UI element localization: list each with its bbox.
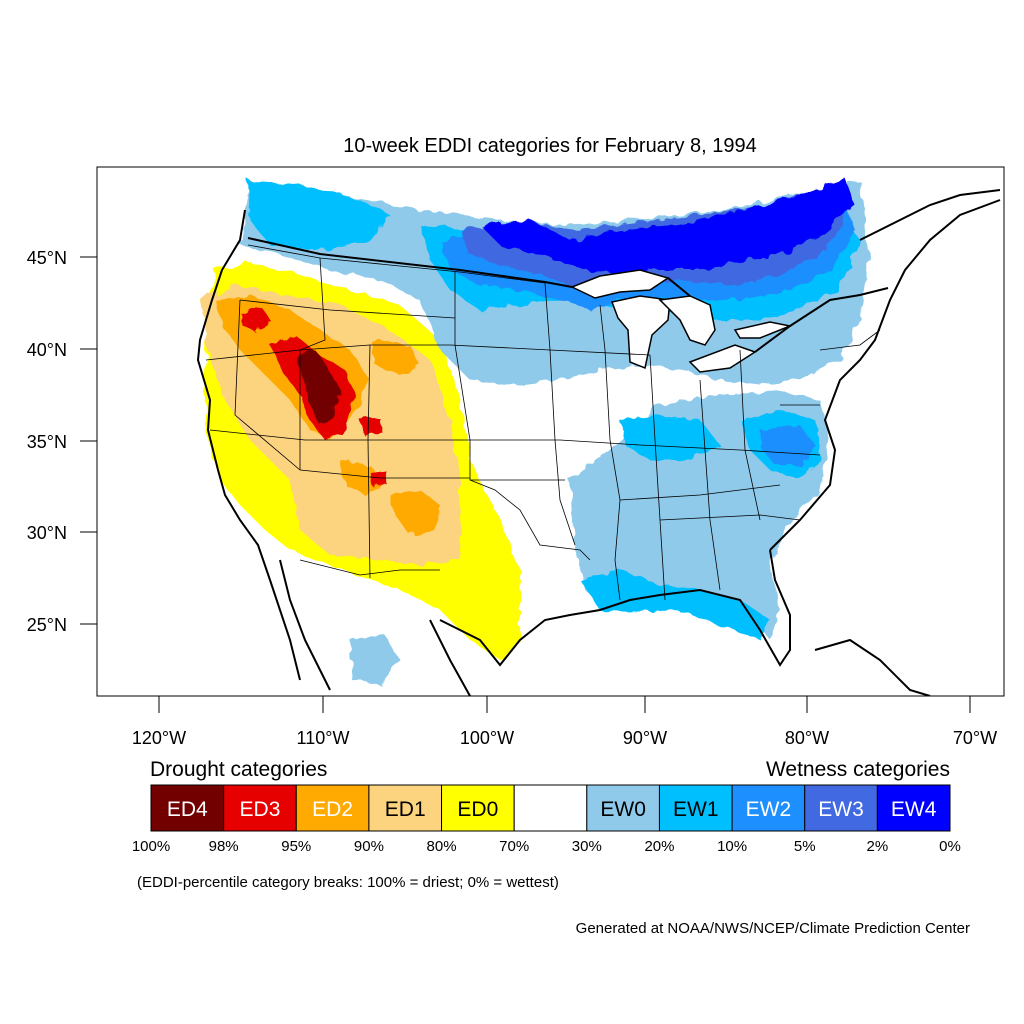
map-area	[196, 178, 1001, 696]
state-boundaries	[205, 244, 881, 601]
credit-line: Generated at NOAA/NWS/NCEP/Climate Predi…	[576, 920, 970, 937]
lon-label-90w: 90°W	[623, 728, 667, 748]
lat-axis	[80, 256, 97, 625]
legend-color-bar: ED4 ED3 ED2 ED1 ED0 EW0 EW1 EW2 EW3 EW4	[150, 784, 951, 832]
patch-ed3-co	[360, 418, 382, 436]
legend-break-label: 100%	[132, 838, 170, 855]
patch-ed3-az	[370, 470, 388, 487]
lat-label-35: 35°N	[27, 432, 67, 452]
legend-swatch-ed4	[150, 784, 225, 832]
patch-ew1-southeast	[580, 570, 770, 640]
patch-ed2-nm	[390, 490, 440, 535]
legend-break-label: 80%	[427, 838, 457, 855]
lon-label-80w: 80°W	[785, 728, 829, 748]
legend-swatch-ew4	[876, 784, 951, 832]
legend-label-ew0: EW0	[600, 798, 646, 821]
legend-swatch-ed0	[441, 784, 515, 832]
legend-break-label: 90%	[354, 838, 384, 855]
legend-label-ew2: EW2	[746, 798, 792, 821]
legend-break-label: 2%	[867, 838, 889, 855]
atlantic-coast	[769, 199, 1001, 551]
legend-break-label: 5%	[794, 838, 816, 855]
lon-label-110w: 110°W	[297, 728, 350, 748]
patch-ed2-co	[370, 340, 420, 375]
patch-ed4-utah	[295, 350, 340, 425]
legend-swatch-ew2	[731, 784, 806, 832]
patch-ed3-oregon	[240, 308, 272, 332]
cuba-coast	[814, 638, 931, 696]
legend-label-ed3: ED3	[240, 798, 281, 821]
legend-swatch-none	[513, 784, 588, 832]
map-border	[96, 166, 1005, 697]
patch-ew1-ohio-valley	[620, 415, 720, 460]
legend-break-label: 98%	[209, 838, 239, 855]
canada-north-coast	[859, 189, 1001, 241]
legend-label-ew1: EW1	[673, 798, 719, 821]
legend-swatch-ed2	[295, 784, 370, 832]
mexico-coast	[279, 559, 471, 696]
legend-break-label: 10%	[717, 838, 747, 855]
legend-wetness-title: Wetness categories	[766, 758, 950, 781]
gulf-coast	[439, 549, 791, 667]
chart-title: 10-week EDDI categories for February 8, …	[343, 135, 757, 157]
legend-note: (EDDI-percentile category breaks: 100% =…	[137, 874, 559, 891]
lon-label-70w: 70°W	[953, 728, 997, 748]
legend-swatch-ed3	[223, 784, 297, 832]
patch-ew0-texas	[350, 635, 400, 685]
lon-label-120w: 120°W	[132, 728, 186, 748]
legend-swatch-ed1	[368, 784, 443, 832]
canada-border	[247, 237, 889, 353]
lat-label-40: 40°N	[27, 340, 67, 360]
legend-drought-title: Drought categories	[150, 758, 327, 781]
lon-label-100w: 100°W	[460, 728, 514, 748]
lat-label-25: 25°N	[27, 615, 67, 635]
legend-label-ed4: ED4	[167, 798, 208, 821]
lat-label-30: 30°N	[27, 523, 67, 543]
great-lakes	[570, 269, 793, 373]
coastlines	[196, 189, 1001, 696]
legend-label-ed0: ED0	[457, 798, 498, 821]
patch-ew4-lakes	[480, 178, 855, 275]
legend-label-ew3: EW3	[818, 798, 864, 821]
legend-label-ed2: ED2	[312, 798, 353, 821]
legend-break-label: 20%	[644, 838, 674, 855]
lat-label-45: 45°N	[27, 248, 67, 268]
legend-break-labels: 100% 98% 95% 90% 80% 70% 30% 20% 10% 5% 2% 0%	[132, 838, 961, 855]
legend-swatch-ew3	[804, 784, 878, 832]
legend-break-label: 95%	[281, 838, 311, 855]
legend-label-ed1: ED1	[385, 798, 426, 821]
legend-break-label: 30%	[572, 838, 602, 855]
patch-ew2-east	[760, 425, 815, 465]
pacific-coast	[196, 209, 301, 681]
eddi-data-patches	[200, 178, 870, 685]
lon-axis	[158, 696, 971, 713]
legend-label-ew4: EW4	[891, 798, 937, 821]
legend-break-label: 0%	[939, 838, 961, 855]
patch-ew1-pnw	[248, 180, 390, 250]
legend-break-label: 70%	[499, 838, 529, 855]
